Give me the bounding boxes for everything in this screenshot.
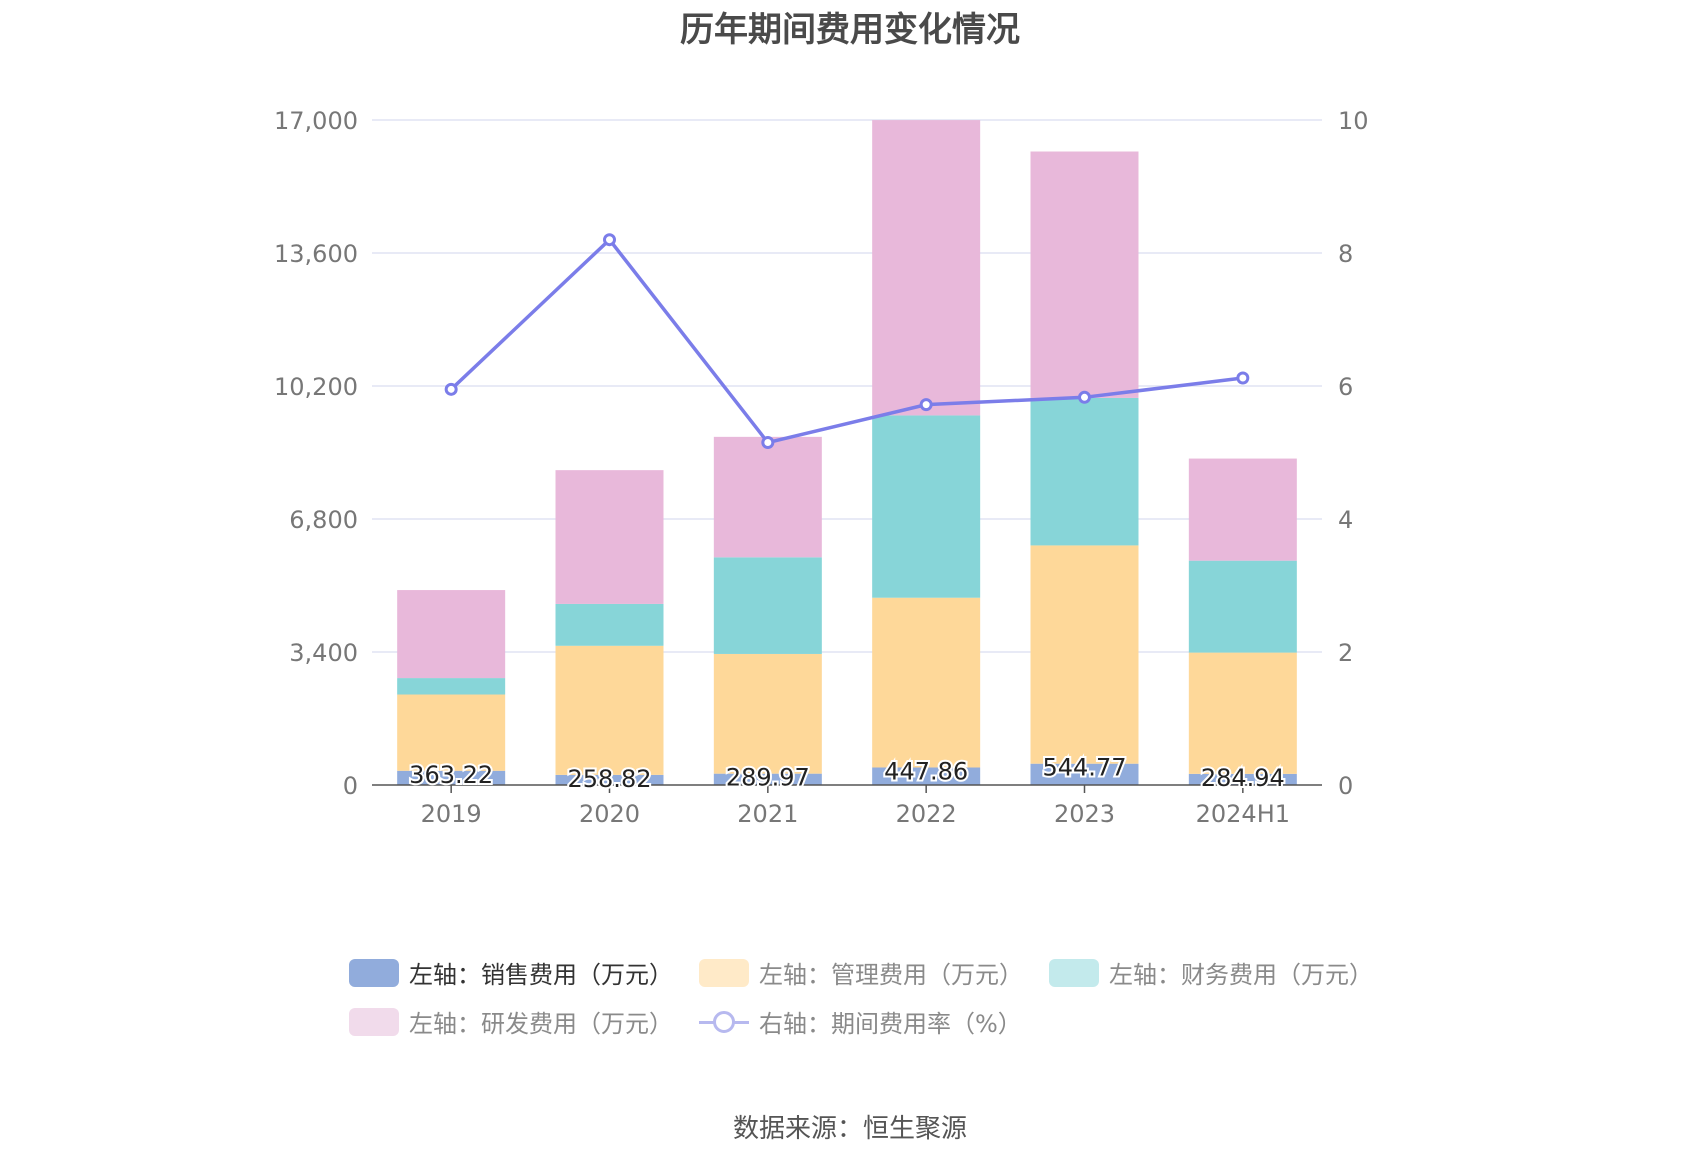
bar-segment xyxy=(1188,773,1297,785)
bar-segment xyxy=(713,653,822,774)
bar-segment xyxy=(713,436,822,558)
sales-data-label: 284.94 xyxy=(1201,764,1285,792)
legend-label-sales: 左轴：销售费用（万元） xyxy=(409,961,673,989)
rate-point xyxy=(444,382,458,396)
rate-point xyxy=(1236,371,1250,385)
rate-point xyxy=(919,398,933,412)
y-left-tick-label: 10,200 xyxy=(274,373,358,401)
sales-data-label: 289.97 xyxy=(726,764,810,792)
legend-swatch-sales xyxy=(349,958,399,987)
y-right-tick-label: 6 xyxy=(1338,373,1353,401)
legend-item-rate[interactable]: 右轴：期间费用率（%） xyxy=(699,1004,1022,1039)
legend-swatch-admin xyxy=(699,958,749,987)
y-left-tick-label: 6,800 xyxy=(289,506,358,534)
legend-item-admin[interactable]: 左轴：管理费用（万元） xyxy=(699,955,1023,990)
legend-item-finance[interactable]: 左轴：财务费用（万元） xyxy=(1049,955,1373,990)
legend-swatch-rnd xyxy=(349,1007,399,1036)
bar-segment xyxy=(555,603,664,646)
bar-segment xyxy=(1030,151,1139,398)
y-right-tick-label: 2 xyxy=(1338,639,1353,667)
legend-item-rnd[interactable]: 左轴：研发费用（万元） xyxy=(349,1004,673,1039)
bar-segment xyxy=(397,694,506,771)
y-right-tick-label: 0 xyxy=(1338,772,1353,800)
bar-segment xyxy=(872,597,981,768)
bar-segment xyxy=(1030,397,1139,546)
sales-data-label: 544.77 xyxy=(1043,754,1127,782)
rate-point xyxy=(761,436,775,450)
bar-segment xyxy=(1188,652,1297,774)
data-source: 数据来源：恒生聚源 xyxy=(732,1114,967,1144)
x-tick-label: 2021 xyxy=(737,800,798,828)
rate-point xyxy=(1078,390,1091,404)
bar-segment xyxy=(713,557,822,654)
legend-swatch-finance xyxy=(1049,958,1099,987)
rate-line-path xyxy=(449,237,1244,445)
x-tick-label: 2020 xyxy=(579,800,640,828)
legend-label-finance: 左轴：财务费用（万元） xyxy=(1109,961,1373,989)
legend-label-rnd: 左轴：研发费用（万元） xyxy=(409,1010,673,1038)
x-tick-label: 2022 xyxy=(896,800,957,828)
bar-segment xyxy=(1030,763,1139,785)
legend-label-rate: 右轴：期间费用率（%） xyxy=(759,1010,1022,1038)
legend-label-admin: 左轴：管理费用（万元） xyxy=(759,961,1023,989)
bar-segment xyxy=(872,767,981,785)
rate-line xyxy=(444,233,1250,450)
bar-segment xyxy=(1030,545,1139,764)
y-right-tick-label: 8 xyxy=(1338,240,1353,268)
y-right-tick-label: 4 xyxy=(1338,506,1353,534)
bar-segment xyxy=(555,645,664,775)
y-left-tick-label: 13,600 xyxy=(274,240,358,268)
sales-data-label: 363.22 xyxy=(409,761,493,789)
rate-point xyxy=(603,233,616,247)
legend-swatch-rate xyxy=(699,1008,749,1036)
bar-segment xyxy=(1188,560,1297,653)
sales-data-label: 258.82 xyxy=(568,765,652,793)
data-labels: 363.22 258.82 289.97 447.86 544.77 284.94 xyxy=(407,752,1287,795)
bar-segment xyxy=(397,678,506,695)
y-right-tick-label: 10 xyxy=(1338,107,1369,135)
bar-segment xyxy=(555,470,664,604)
bar-segment xyxy=(713,773,822,785)
bar-segment xyxy=(872,120,981,416)
bar-segment xyxy=(555,774,664,785)
y-left-tick-label: 17,000 xyxy=(274,107,358,135)
legend-item-sales[interactable]: 左轴：销售费用（万元） xyxy=(349,955,673,990)
sales-data-label: 447.86 xyxy=(884,757,968,785)
bar-segment xyxy=(1188,458,1297,561)
axes: 0 3,400 6,800 10,200 13,600 17,000 0 2 4 6 8 10 2019… xyxy=(274,107,1369,828)
y-left-tick-label: 3,400 xyxy=(289,639,358,667)
bar-segment xyxy=(397,770,506,785)
chart-title: 历年期间费用变化情况 xyxy=(680,10,1020,50)
bar-segment xyxy=(872,415,981,598)
x-tick-label: 2019 xyxy=(421,800,482,828)
bar-segment xyxy=(397,590,506,679)
bar-series xyxy=(397,120,1297,785)
y-left-tick-label: 0 xyxy=(343,772,358,800)
x-tick-label: 2024H1 xyxy=(1196,800,1290,828)
x-tick-label: 2023 xyxy=(1054,800,1115,828)
